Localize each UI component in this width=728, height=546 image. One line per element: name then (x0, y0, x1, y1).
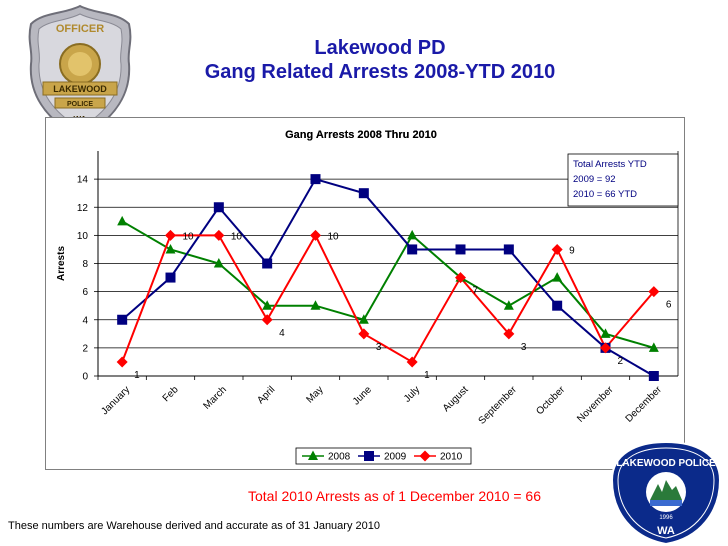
series-point-2008 (503, 300, 514, 310)
x-tick-label: October (534, 384, 567, 417)
series-point-2008 (165, 243, 176, 254)
x-tick-label: July (402, 384, 422, 404)
series-line-2009 (121, 177, 655, 377)
x-tick-label: January (99, 384, 132, 417)
x-tick-label: June (351, 384, 374, 407)
series-point-2009 (648, 371, 659, 381)
legend-label-2010: 2010 (440, 452, 463, 463)
series-point-2009 (165, 272, 176, 283)
badge-band-1: LAKEWOOD (53, 84, 107, 94)
y-tick-label: 8 (82, 259, 88, 270)
series-point-2008 (407, 229, 418, 240)
patch-state: WA (657, 525, 675, 537)
data-label: 1 (134, 370, 140, 381)
x-tick-label: December (624, 384, 665, 425)
y-tick-label: 12 (77, 203, 89, 214)
x-tick-label: March (202, 384, 229, 411)
x-tick-label: September (477, 384, 520, 427)
series-point-2008 (358, 314, 369, 324)
series-point-2009 (503, 244, 514, 255)
series-point-2008 (262, 300, 273, 310)
series-point-2009 (407, 244, 418, 255)
series-point-2010 (503, 328, 515, 340)
y-tick-label: 4 (82, 315, 88, 326)
series-point-2010 (116, 356, 128, 368)
data-label: 2 (618, 356, 624, 367)
legend-marker-2010 (419, 450, 431, 462)
officer-badge-logo: OFFICER LAKEWOOD POLICE WA (28, 4, 132, 140)
line-chart: Gang Arrests 2008 Thru 20100246810121416… (46, 118, 679, 465)
series-point-2010 (310, 229, 321, 241)
badge-top-text: OFFICER (56, 23, 104, 35)
chart-title: Gang Arrests 2008 Thru 2010 (285, 129, 437, 141)
series-point-2010 (648, 286, 660, 298)
x-tick-label: April (255, 384, 277, 406)
series-point-2008 (117, 215, 128, 226)
legend-box (295, 447, 472, 465)
x-tick-label: May (304, 384, 325, 405)
series-point-2009 (213, 202, 224, 213)
series-point-2008 (310, 300, 321, 310)
series-point-2008 (213, 258, 224, 268)
legend-marker-2009 (364, 451, 374, 461)
annotation-line: 2010 = 66 YTD (573, 189, 637, 200)
slide-title: Lakewood PD Gang Related Arrests 2008-YT… (150, 36, 610, 84)
data-label: 6 (666, 300, 672, 311)
y-tick-label: 6 (82, 287, 88, 298)
total-2010-note: Total 2010 Arrests as of 1 December 2010… (248, 488, 542, 504)
series-point-2010 (213, 229, 225, 241)
x-tick-label: August (441, 384, 471, 414)
series-line-2008 (121, 220, 655, 349)
data-label: 4 (279, 328, 285, 339)
series-point-2009 (358, 188, 369, 199)
y-tick-label: 14 (77, 175, 89, 186)
legend-marker-2008 (308, 450, 318, 460)
x-tick-label: Feb (161, 384, 181, 404)
chart-frame: Gang Arrests 2008 Thru 20100246810121416… (45, 117, 685, 470)
series-point-2009 (117, 314, 128, 325)
data-label: 10 (328, 231, 340, 242)
legend-label-2008: 2008 (328, 452, 351, 463)
y-tick-label: 10 (77, 231, 89, 242)
series-point-2008 (648, 342, 659, 352)
badge-band-2: POLICE (67, 101, 93, 108)
series-point-2009 (455, 244, 466, 255)
series-point-2010 (261, 314, 273, 326)
data-label: 9 (569, 245, 575, 256)
annotation-line: 2009 = 92 (573, 174, 616, 185)
series-point-2010 (406, 356, 418, 368)
chart-title-overlay: Gang Arrests 2008 Thru 2010 (285, 129, 437, 141)
patch-year: 1996 (659, 515, 673, 521)
data-label: 10 (183, 231, 195, 242)
data-label: 3 (521, 342, 527, 353)
series-point-2009 (310, 174, 321, 185)
slide-title-line-2: Gang Related Arrests 2008-YTD 2010 (204, 61, 556, 83)
patch-top-text: LAKEWOOD POLICE (616, 458, 716, 469)
annotation-line: Total Arrests YTD (573, 159, 647, 170)
series-point-2008 (552, 272, 563, 282)
y-axis-label: Arrests (56, 246, 67, 281)
x-tick-label: November (575, 384, 616, 425)
series-point-2010 (165, 229, 176, 241)
series-point-2008 (600, 328, 611, 338)
data-label: 3 (376, 342, 382, 353)
footer-note: These numbers are Warehouse derived and … (8, 520, 380, 532)
series-point-2010 (600, 342, 611, 354)
data-label: 7 (473, 286, 479, 297)
series-point-2009 (262, 258, 273, 269)
data-label: 10 (231, 231, 243, 242)
slide-title-line-1: Lakewood PD (314, 37, 446, 59)
annotation-box (567, 153, 679, 207)
series-point-2010 (551, 243, 563, 255)
series-point-2009 (552, 300, 563, 311)
top-tick-mask (46, 118, 106, 148)
legend-label-2009: 2009 (384, 452, 407, 463)
y-tick-label: 0 (82, 372, 88, 383)
data-label: 1 (424, 370, 430, 381)
lakewood-police-patch-logo: LAKEWOOD POLICE 1996 WA (610, 440, 722, 546)
series-point-2010 (358, 328, 370, 340)
series-point-2010 (455, 272, 466, 284)
series-line-2010 (121, 233, 655, 364)
y-tick-label: 2 (82, 343, 88, 354)
